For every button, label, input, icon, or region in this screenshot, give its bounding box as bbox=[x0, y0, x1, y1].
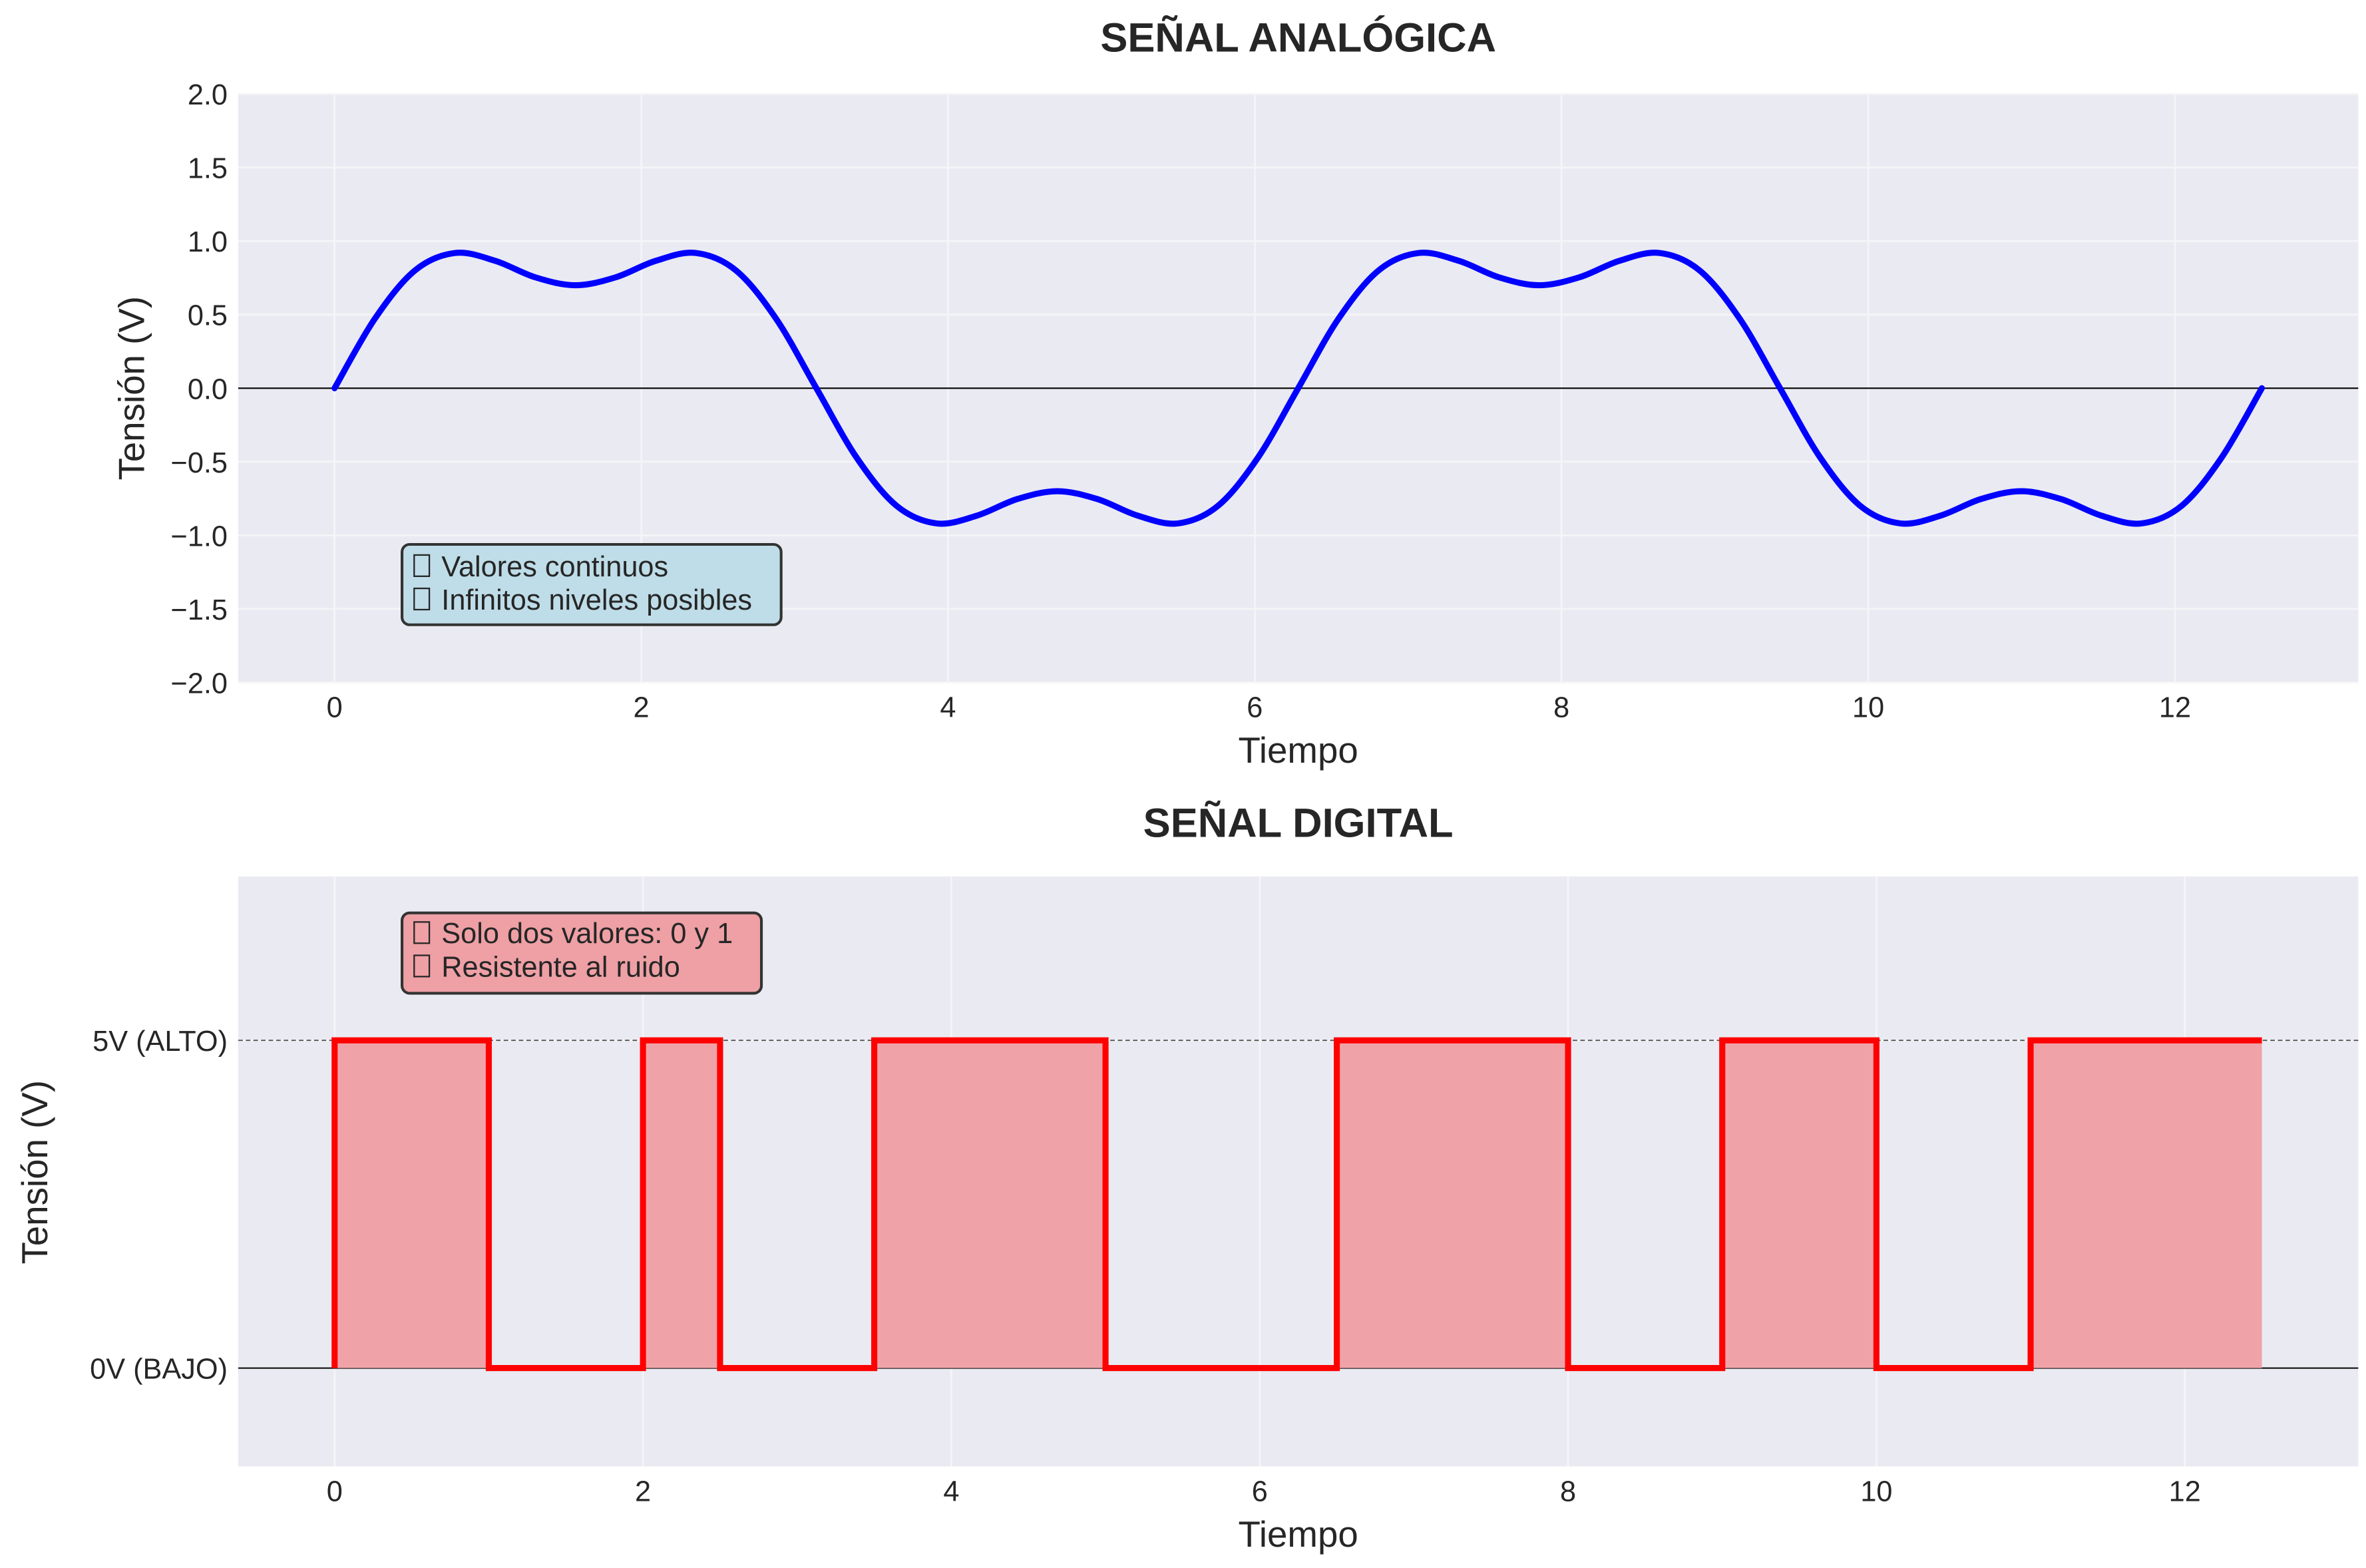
y-tick-label: −0.5 bbox=[171, 447, 228, 479]
x-tick-label: 12 bbox=[2169, 1476, 2201, 1508]
x-tick-label: 0 bbox=[327, 1476, 343, 1508]
chart-title: SEÑAL DIGITAL bbox=[1143, 801, 1454, 847]
high-fill-area bbox=[1722, 1040, 1877, 1368]
missing-glyph-icon bbox=[413, 921, 431, 944]
ticks: 0 2 4 6 8 10 12 −2.0 −1.5 −1.0 −0.5 0.0 0.5 1.0 1.5 2.0 bbox=[171, 79, 2191, 724]
y-axis-label: Tensión (V) bbox=[111, 296, 152, 481]
x-tick-label: 10 bbox=[1852, 692, 1884, 724]
x-axis-label: Tiempo bbox=[1239, 1513, 1358, 1555]
x-tick-label: 6 bbox=[1252, 1476, 1268, 1508]
marks bbox=[238, 250, 2359, 527]
chart-title: SEÑAL ANALÓGICA bbox=[1100, 15, 1496, 61]
annotation-line: Solo dos valores: 0 y 1 bbox=[441, 918, 733, 950]
missing-glyph-icon bbox=[413, 554, 431, 577]
x-tick-label: 12 bbox=[2159, 692, 2191, 724]
y-tick-label: 0V (BAJO) bbox=[90, 1354, 228, 1386]
y-axis-label: Tensión (V) bbox=[14, 1080, 55, 1265]
y-tick-label: −2.0 bbox=[171, 668, 228, 699]
x-axis-label: Tiempo bbox=[1239, 729, 1358, 771]
x-tick-label: 4 bbox=[943, 1476, 959, 1508]
x-tick-label: 10 bbox=[1860, 1476, 1892, 1508]
x-tick-label: 2 bbox=[635, 1476, 651, 1508]
x-tick-label: 2 bbox=[634, 692, 650, 724]
high-fill-area bbox=[643, 1040, 720, 1368]
annotation-box: Solo dos valores: 0 y 1 Resistente al ru… bbox=[401, 911, 763, 995]
missing-glyph-icon bbox=[413, 954, 431, 978]
high-fill-area bbox=[334, 1040, 489, 1368]
x-tick-label: 8 bbox=[1560, 1476, 1576, 1508]
digital-chart: 0 2 4 6 8 10 12 0V (BAJO) 5V (ALTO) SEÑAL DIGITA… bbox=[14, 801, 2359, 1555]
annotation-line: Valores continuos bbox=[441, 551, 668, 583]
ticks: 0 2 4 6 8 10 12 0V (BAJO) 5V (ALTO) bbox=[90, 1026, 2201, 1508]
y-tick-label: 1.5 bbox=[188, 153, 228, 185]
annotation-box: Valores continuos Infinitos niveles posi… bbox=[401, 542, 783, 626]
marks bbox=[238, 1037, 2359, 1372]
x-tick-label: 8 bbox=[1553, 692, 1569, 724]
y-tick-label: 5V (ALTO) bbox=[93, 1026, 228, 1058]
y-tick-label: 0.0 bbox=[188, 373, 228, 405]
y-tick-label: 2.0 bbox=[188, 79, 228, 111]
high-fill-area bbox=[874, 1040, 1106, 1368]
signal-step-line bbox=[331, 1037, 2262, 1372]
missing-glyph-icon bbox=[413, 587, 431, 611]
high-fill-area bbox=[2031, 1040, 2262, 1368]
annotation-line: Infinitos niveles posibles bbox=[441, 584, 752, 616]
high-fill-area bbox=[1336, 1040, 1569, 1368]
annotation-line: Resistente al ruido bbox=[441, 951, 680, 983]
x-tick-label: 4 bbox=[940, 692, 956, 724]
x-tick-label: 0 bbox=[327, 692, 343, 724]
y-tick-label: 1.0 bbox=[188, 226, 228, 258]
x-tick-label: 6 bbox=[1247, 692, 1263, 724]
y-tick-label: 0.5 bbox=[188, 300, 228, 332]
y-tick-label: −1.5 bbox=[171, 594, 228, 626]
signal-line bbox=[331, 250, 2266, 527]
analog-chart: 0 2 4 6 8 10 12 −2.0 −1.5 −1.0 −0.5 0.0 0.5 1.0 1.5 2.0… bbox=[111, 15, 2359, 771]
y-tick-label: −1.0 bbox=[171, 520, 228, 552]
